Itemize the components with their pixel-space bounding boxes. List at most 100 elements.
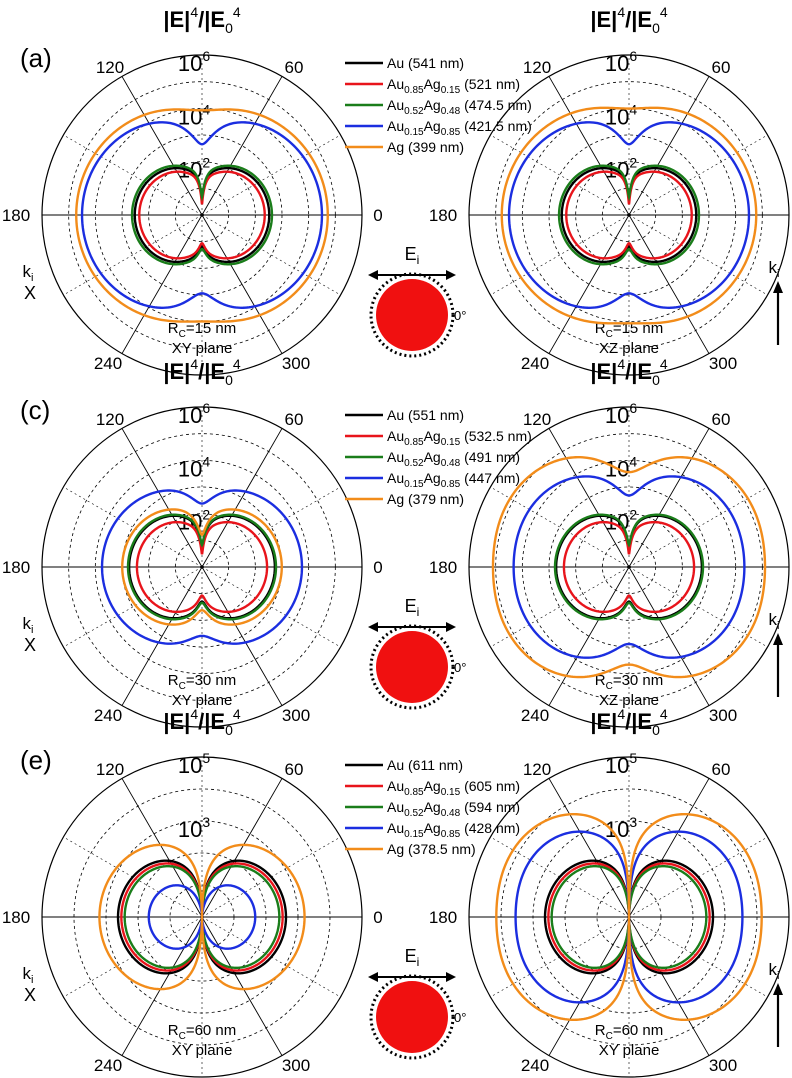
angle-tick-label: 300 — [709, 1056, 737, 1075]
incident-field-label: Ei — [405, 946, 420, 969]
field-arrow-right-head — [446, 972, 456, 982]
panel-label: (a) — [20, 43, 52, 73]
x-marker: X — [24, 985, 36, 1005]
series-curve — [120, 862, 284, 972]
plane-label: XY plane — [599, 1042, 660, 1059]
field-arrow-right-head — [446, 270, 456, 280]
angle-tick-label: 60 — [285, 760, 304, 779]
polar-spoke — [490, 134, 630, 216]
series-curve — [565, 170, 693, 260]
angle-tick-label: 300 — [282, 1056, 310, 1075]
sphere-angle-label: 0° — [454, 1010, 466, 1025]
panel-title: |E|4/|E04 — [163, 4, 241, 36]
angle-tick-label: 60 — [712, 410, 731, 429]
radius-label: RC=15 nm — [168, 320, 237, 340]
radial-tick-label: 104 — [605, 453, 637, 481]
legend-entry: Au0.15Ag0.85 (447 nm) — [387, 470, 520, 490]
polar-spoke — [63, 486, 203, 568]
legend-entry: Ag (399 nm) — [387, 139, 464, 155]
plane-label: XY plane — [172, 340, 233, 357]
angle-tick-label: 120 — [96, 58, 124, 77]
polar-spoke — [121, 916, 203, 1056]
polar-spoke — [548, 76, 630, 216]
angle-tick-label: 300 — [709, 706, 737, 725]
angle-tick-label: 240 — [94, 1056, 122, 1075]
polar-spoke — [121, 214, 203, 354]
series-curve — [557, 164, 701, 266]
legend-entry: Ag (378.5 nm) — [387, 841, 476, 857]
angle-tick-label: 180 — [2, 908, 30, 927]
wavevector-arrow-head — [773, 983, 783, 995]
legend-entry: Ag (379 nm) — [387, 491, 464, 507]
angle-tick-label: 180 — [2, 206, 30, 225]
angle-tick-label: 240 — [521, 1056, 549, 1075]
radial-tick-label: 104 — [178, 453, 210, 481]
radial-tick-label: 105 — [178, 750, 210, 778]
polar-spoke — [63, 566, 203, 648]
series-curve — [130, 164, 274, 266]
angle-tick-label: 60 — [712, 58, 731, 77]
wavevector-arrow-head — [773, 633, 783, 645]
wavevector-label: ki — [769, 258, 780, 280]
series-curve — [123, 864, 281, 970]
series-curve — [550, 864, 708, 970]
angle-tick-label: 180 — [2, 558, 30, 577]
polar-spoke — [628, 134, 768, 216]
series-curve — [121, 508, 283, 626]
panel-title: |E|4/|E04 — [590, 706, 668, 738]
radial-tick-label: 105 — [605, 750, 637, 778]
angle-tick-label: 240 — [521, 354, 549, 373]
wavevector-label: ki — [23, 262, 34, 284]
polar-spoke — [201, 134, 341, 216]
polar-spoke — [548, 778, 630, 918]
angle-tick-label: 0 — [373, 558, 382, 577]
field-arrow-left-head — [368, 270, 378, 280]
angle-tick-label: 120 — [96, 410, 124, 429]
panel-label: (c) — [20, 395, 50, 425]
angle-tick-label: 240 — [94, 354, 122, 373]
polar-spoke — [201, 428, 283, 568]
radius-label: RC=60 nm — [595, 1022, 664, 1042]
angle-tick-label: 60 — [285, 410, 304, 429]
polar-spoke — [201, 486, 341, 568]
series-curve — [507, 121, 751, 309]
polar-spoke — [63, 134, 203, 216]
legend-entry: Au (541 nm) — [387, 55, 464, 71]
series-curve — [147, 884, 257, 950]
panel-title: |E|4/|E04 — [163, 706, 241, 738]
incident-field-label: Ei — [405, 244, 420, 267]
angle-tick-label: 0 — [373, 206, 382, 225]
polar-panel-d: 601201802403000102104106|E|4/|E04(d)RC=3… — [429, 356, 790, 728]
field-arrow-left-head — [368, 622, 378, 632]
series-curve — [500, 106, 758, 325]
angle-tick-label: 120 — [96, 760, 124, 779]
polar-spoke — [548, 566, 630, 706]
radial-tick-label: 104 — [605, 101, 637, 129]
shell-dotted-ring — [369, 974, 455, 1060]
legend-entry: Au0.85Ag0.15 (605 nm) — [387, 778, 520, 798]
polar-spoke — [628, 778, 710, 918]
nanoparticle-sphere — [376, 981, 448, 1053]
legend-entry: Au (551 nm) — [387, 407, 464, 423]
polar-panel-e: 60 120 180 240 300 0 103 105 |E|4/|E04 (e) RC=60 n… — [2, 706, 520, 1078]
polar-spoke — [201, 214, 283, 354]
polar-panel-b: 601201802403000102104106|E|4/|E04(b)RC=1… — [429, 4, 790, 376]
series-curve — [98, 843, 306, 991]
wavevector-label: ki — [23, 614, 34, 636]
angle-tick-label: 300 — [282, 354, 310, 373]
shell-dotted-ring — [369, 272, 455, 358]
sphere-angle-label: 0° — [454, 308, 466, 323]
panel-title: |E|4/|E04 — [163, 356, 241, 388]
polar-spoke — [121, 428, 203, 568]
angle-tick-label: 60 — [712, 760, 731, 779]
angle-tick-label: 120 — [523, 410, 551, 429]
radius-label: RC=30 nm — [168, 672, 237, 692]
polar-spoke — [490, 486, 630, 568]
polar-spoke — [121, 76, 203, 216]
series-curve — [135, 520, 269, 614]
shell-dotted-ring — [369, 624, 455, 710]
polar-spoke — [201, 214, 341, 296]
